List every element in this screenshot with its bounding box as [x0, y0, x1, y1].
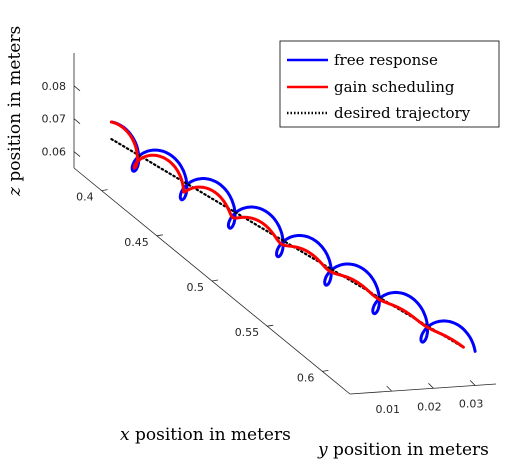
- z-tick-mark: [73, 118, 81, 125]
- y-axis-label-rest: position in meters: [328, 440, 489, 460]
- y-tick-mark: [386, 385, 392, 392]
- z-tick-mark: [73, 151, 81, 157]
- series-gain-scheduling: [109, 120, 465, 349]
- y-tick-group: 0.01 0.02 0.03: [375, 380, 483, 416]
- x-tick-group: 0.4 0.45 0.5 0.55 0.6: [76, 189, 329, 384]
- z-axis-label-var: z: [5, 186, 25, 197]
- x-tick-mark: [101, 189, 108, 191]
- series-layer: [109, 120, 477, 353]
- legend-entry-desired-trajectory: desired trajectory: [334, 104, 471, 122]
- z-tick-label: 0.06: [42, 146, 67, 159]
- x-tick-mark: [211, 279, 219, 282]
- x-axis-label: x position in meters: [120, 425, 291, 445]
- y-tick-mark: [428, 383, 434, 389]
- x-axis-label-rest: position in meters: [130, 425, 291, 445]
- z-axis-label-rest: position in meters: [5, 26, 25, 187]
- z-tick-label: 0.07: [42, 113, 67, 126]
- x-tick-mark: [267, 324, 274, 327]
- x-tick-label: 0.45: [124, 236, 149, 249]
- series-free-response: [109, 120, 477, 353]
- legend-entry-free-response: free response: [334, 51, 438, 69]
- legend-entry-gain-scheduling: gain scheduling: [334, 78, 455, 96]
- y-tick-label: 0.01: [375, 403, 400, 416]
- legend: free response gain scheduling desired tr…: [279, 40, 500, 128]
- series-desired-trajectory: [110, 138, 464, 348]
- y-axis-label: y position in meters: [317, 440, 489, 460]
- z-tick-mark: [73, 85, 81, 92]
- x-tick-label: 0.4: [76, 191, 94, 204]
- x-tick-label: 0.55: [235, 326, 260, 339]
- x-tick-mark: [156, 234, 163, 237]
- y-axis-line: [349, 383, 497, 395]
- x-axis-label-var: x: [120, 425, 130, 445]
- z-tick-label: 0.08: [42, 80, 67, 93]
- x-tick-label: 0.6: [297, 371, 315, 384]
- y-tick-label: 0.02: [417, 400, 442, 413]
- x-tick-label: 0.5: [187, 281, 205, 294]
- x-tick-mark: [322, 370, 329, 372]
- z-tick-group: 0.06 0.07 0.08: [42, 80, 81, 159]
- y-axis-label-var: y: [317, 440, 328, 460]
- z-axis-label: z position in meters: [5, 26, 25, 197]
- y-tick-label: 0.03: [459, 397, 484, 410]
- y-tick-mark: [469, 380, 476, 386]
